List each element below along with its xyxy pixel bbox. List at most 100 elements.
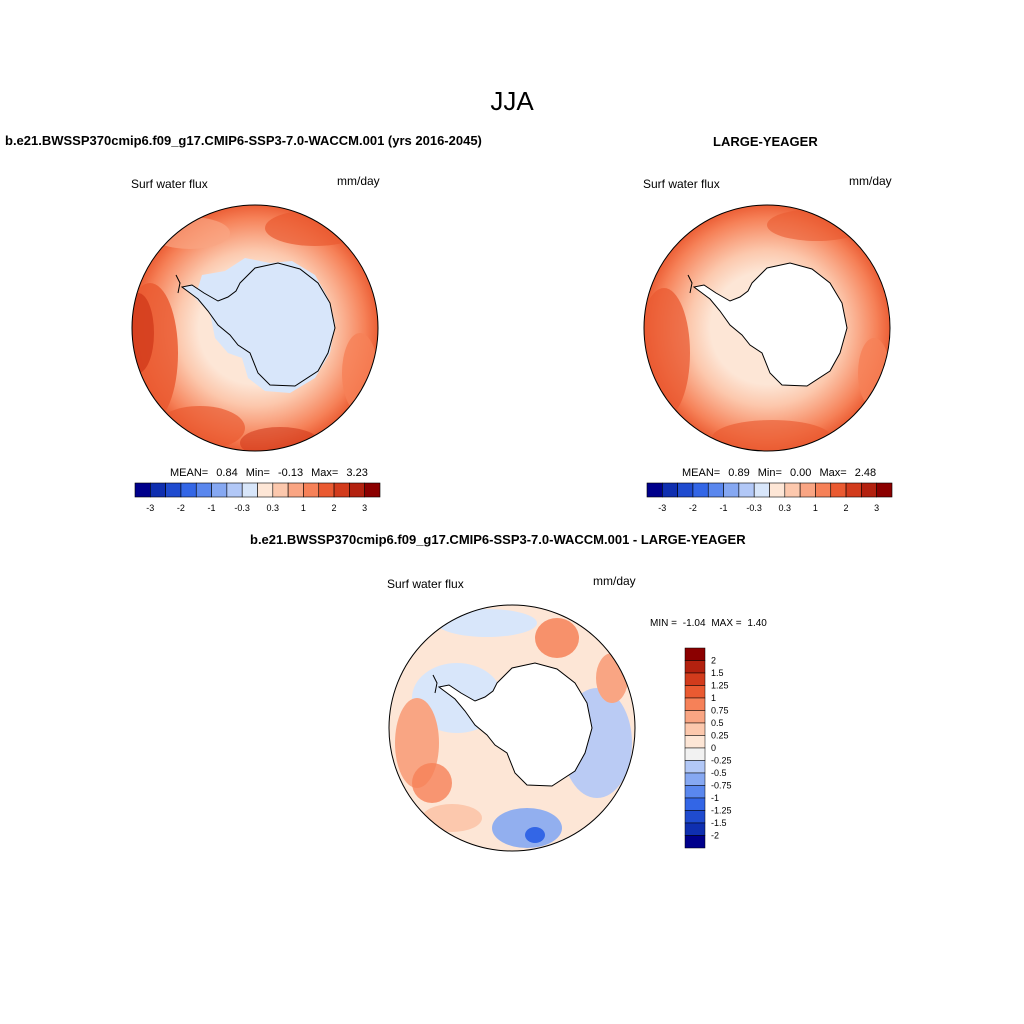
colorbar-box xyxy=(684,747,706,761)
right-units-label: mm/day xyxy=(849,174,892,188)
colorbar-box xyxy=(287,482,304,498)
colorbar-box xyxy=(684,772,706,786)
colorbar-box xyxy=(845,482,862,498)
right-max-label: Max= xyxy=(819,467,847,479)
colorbar-tick-label: 0.3 xyxy=(779,503,792,513)
colorbar-box xyxy=(677,482,694,498)
colorbar-tick-label: 3 xyxy=(362,503,367,513)
colorbar-box xyxy=(861,482,877,498)
colorbar-tick-label: 0.5 xyxy=(711,718,724,728)
colorbar-box xyxy=(684,660,706,674)
left-colorbar: -3 -2 -1 -0.3 0.3 1 2 3 xyxy=(134,482,381,513)
left-min-value: -0.13 xyxy=(277,467,304,479)
colorbar-box xyxy=(150,482,166,498)
colorbar-box xyxy=(684,672,706,686)
colorbar-tick-label: 1 xyxy=(711,693,716,703)
diff-min-label: MIN = xyxy=(650,618,677,629)
colorbar-tick-label: -0.3 xyxy=(746,503,762,513)
colorbar-box xyxy=(692,482,709,498)
left-stats: MEAN= 0.84 Min= -0.13 Max= 3.23 xyxy=(170,467,368,479)
colorbar-tick-label: -2 xyxy=(711,831,719,841)
colorbar-tick-label: -0.5 xyxy=(711,768,727,778)
left-variable-label: Surf water flux xyxy=(131,177,208,191)
colorbar-box xyxy=(723,482,740,498)
colorbar-box xyxy=(684,785,706,799)
left-mean-value: 0.84 xyxy=(216,467,238,479)
colorbar-box xyxy=(684,822,706,836)
colorbar-tick-label: 1 xyxy=(813,503,818,513)
colorbar-box xyxy=(684,760,706,774)
left-max-value: 3.23 xyxy=(346,467,368,479)
colorbar-box xyxy=(349,482,365,498)
colorbar-tick-label: -0.75 xyxy=(711,781,732,791)
colorbar-box xyxy=(646,482,663,498)
colorbar-tick-label: -1 xyxy=(711,793,719,803)
colorbar-box xyxy=(684,735,706,749)
colorbar-box xyxy=(364,482,381,498)
colorbar-box xyxy=(815,482,832,498)
colorbar-tick-label: 0 xyxy=(711,743,716,753)
diff-max-value: 1.40 xyxy=(747,618,767,629)
diff-colorbar: 2 1.5 1.25 1 0.75 0.5 0.25 0 -0.25 -0.5 -0.75 -1 -1.… xyxy=(684,647,732,849)
left-polar-map xyxy=(131,204,379,452)
colorbar-tick-label: -3 xyxy=(146,503,154,513)
colorbar-box xyxy=(684,647,706,661)
left-min-label: Min= xyxy=(245,467,270,479)
diff-panel-title: b.e21.BWSSP370cmip6.f09_g17.CMIP6-SSP3-7… xyxy=(250,532,746,547)
colorbar-box xyxy=(738,482,755,498)
right-panel-title: LARGE-YEAGER xyxy=(713,134,818,149)
colorbar-box xyxy=(211,482,228,498)
colorbar-tick-label: -0.25 xyxy=(711,756,732,766)
colorbar-box xyxy=(241,482,258,498)
colorbar-tick-label: 2 xyxy=(332,503,337,513)
left-max-label: Max= xyxy=(311,467,339,479)
diff-variable-label: Surf water flux xyxy=(387,577,464,591)
colorbar-box xyxy=(684,710,706,724)
diff-units-label: mm/day xyxy=(593,574,636,588)
colorbar-box xyxy=(684,685,706,699)
left-panel-title: b.e21.BWSSP370cmip6.f09_g17.CMIP6-SSP3-7… xyxy=(5,133,482,148)
colorbar-tick-label: -1.5 xyxy=(711,818,727,828)
colorbar-tick-label: 3 xyxy=(874,503,879,513)
colorbar-box xyxy=(684,722,706,736)
colorbar-box xyxy=(180,482,197,498)
colorbar-box xyxy=(333,482,350,498)
colorbar-box xyxy=(684,810,706,824)
colorbar-tick-label: 2 xyxy=(711,656,716,666)
colorbar-box xyxy=(684,835,706,849)
colorbar-tick-label: 1.25 xyxy=(711,681,729,691)
right-min-value: 0.00 xyxy=(789,467,812,479)
colorbar-tick-label: -1.25 xyxy=(711,806,732,816)
colorbar-box xyxy=(303,482,320,498)
right-max-value: 2.48 xyxy=(854,467,877,479)
colorbar-box xyxy=(753,482,770,498)
colorbar-box xyxy=(195,482,212,498)
colorbar-box xyxy=(318,482,335,498)
colorbar-tick-label: -3 xyxy=(658,503,666,513)
right-stats: MEAN= 0.89 Min= 0.00 Max= 2.48 xyxy=(682,467,876,479)
right-polar-map xyxy=(643,204,891,452)
colorbar-tick-label: -1 xyxy=(720,503,728,513)
colorbar-tick-label: -2 xyxy=(177,503,185,513)
colorbar-box xyxy=(830,482,847,498)
right-colorbar: -3 -2 -1 -0.3 0.3 1 2 3 xyxy=(646,482,893,513)
colorbar-tick-label: 2 xyxy=(844,503,849,513)
diff-minmax: MIN = -1.04 MAX = 1.40 xyxy=(650,618,767,629)
colorbar-tick-label: -2 xyxy=(689,503,697,513)
right-variable-label: Surf water flux xyxy=(643,177,720,191)
colorbar-tick-label: -0.3 xyxy=(234,503,250,513)
diff-max-label: MAX = xyxy=(711,618,742,629)
colorbar-box xyxy=(684,697,706,711)
diff-polar-map xyxy=(388,604,636,852)
colorbar-tick-label: 1 xyxy=(301,503,306,513)
colorbar-tick-label: -1 xyxy=(208,503,216,513)
colorbar-box xyxy=(272,482,289,498)
colorbar-box xyxy=(784,482,801,498)
right-mean-value: 0.89 xyxy=(728,467,750,479)
colorbar-box xyxy=(876,482,893,498)
colorbar-tick-label: 0.75 xyxy=(711,706,729,716)
colorbar-box xyxy=(165,482,182,498)
colorbar-box xyxy=(769,482,786,498)
diff-min-value: -1.04 xyxy=(682,618,706,629)
left-mean-label: MEAN= xyxy=(170,467,209,479)
